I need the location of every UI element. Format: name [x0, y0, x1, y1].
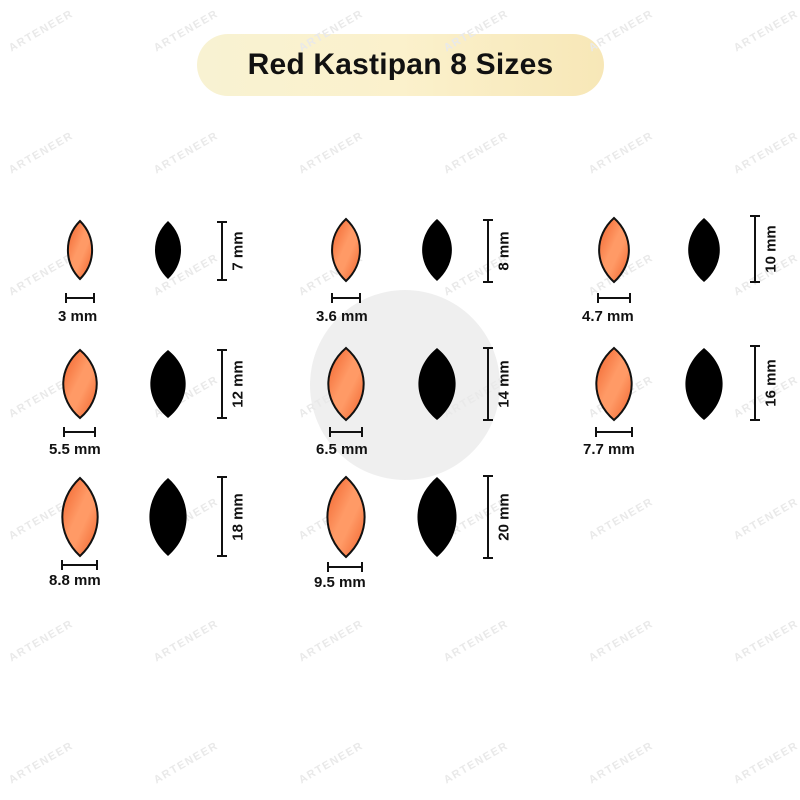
size-item: [597, 215, 760, 303]
kastipan-color-shape: [67, 219, 93, 281]
kastipan-color-shape: [61, 476, 99, 558]
kastipan-color-shape: [326, 475, 366, 559]
size-item: [62, 348, 227, 437]
kastipan-silhouette-shape: [150, 350, 186, 418]
kastipan-silhouette-shape: [422, 219, 452, 281]
kastipan-color-shape: [327, 346, 365, 422]
kastipan-color-shape: [598, 216, 630, 284]
width-label: 9.5 mm: [314, 574, 366, 591]
width-label: 5.5 mm: [49, 441, 101, 458]
width-label: 4.7 mm: [582, 308, 634, 325]
width-label: 6.5 mm: [316, 441, 368, 458]
kastipan-silhouette-shape: [418, 348, 456, 420]
page-title: Red Kastipan 8 Sizes: [247, 48, 554, 81]
kastipan-color-shape: [62, 348, 98, 420]
size-item: [65, 219, 227, 303]
kastipan-silhouette-shape: [685, 348, 723, 420]
kastipan-silhouette-shape: [154, 221, 182, 279]
width-label: 3 mm: [58, 308, 98, 325]
size-item: [61, 476, 227, 570]
size-item: [327, 346, 493, 437]
title-banner: Red Kastipan 8 Sizes: [197, 34, 604, 96]
width-label: 7.7 mm: [583, 441, 635, 458]
kastipan-silhouette-shape: [417, 477, 457, 557]
kastipan-color-shape: [595, 346, 633, 422]
kastipan-color-shape: [331, 217, 361, 283]
size-item: [595, 345, 760, 437]
size-item: [331, 217, 493, 303]
kastipan-silhouette-shape: [688, 218, 720, 282]
size-item: [326, 475, 493, 572]
width-label: 3.6 mm: [316, 308, 368, 325]
kastipan-silhouette-shape: [149, 478, 187, 556]
width-label: 8.8 mm: [49, 572, 101, 589]
